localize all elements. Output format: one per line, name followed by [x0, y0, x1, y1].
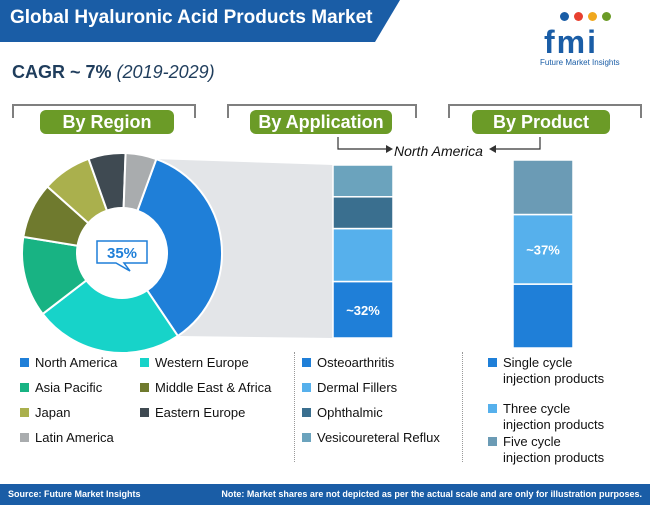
- legend-item-five-cycle: Five cycle injection products: [488, 434, 604, 466]
- logo-dot-icon: [560, 12, 569, 21]
- legend-item-north-america: North America: [20, 355, 117, 370]
- app-bar-data-label: ~32%: [346, 303, 380, 318]
- chart-canvas: 35% ~32% ~37%: [21, 152, 574, 354]
- legend-label: Five cycle: [503, 434, 561, 449]
- legend-item-ophthalmic: Ophthalmic: [302, 405, 383, 420]
- legend-label: Japan: [35, 405, 71, 420]
- legend-swatch: [488, 437, 497, 446]
- legend-label: Eastern Europe: [155, 405, 246, 420]
- logo-text: fmi: [544, 24, 598, 60]
- logo-dot-icon: [574, 12, 583, 21]
- app-bar-segment-dermal-fillers: [332, 227, 394, 283]
- section-tab-application: By Application: [250, 110, 392, 134]
- legend-swatch: [488, 358, 497, 367]
- center-label-box: [96, 240, 148, 272]
- section-bracket: [227, 104, 417, 118]
- legend-swatch: [140, 383, 149, 392]
- legend-item-three-cycle: Three cycle injection products: [488, 401, 604, 433]
- legend-item-asia-pacific: Asia Pacific: [20, 380, 102, 395]
- north-america-arrows: [337, 137, 541, 153]
- donut-slice-western-europe: [41, 279, 180, 354]
- legend-swatch: [20, 358, 29, 367]
- legend-swatch: [488, 404, 497, 413]
- legend-item-japan: Japan: [20, 405, 70, 420]
- legend-label: injection products: [503, 371, 605, 386]
- title-band: [0, 0, 400, 42]
- product-bar-segment-three-cycle-injection-products: [512, 213, 574, 285]
- section-tab-region: By Region: [40, 110, 174, 134]
- legend-swatch: [20, 383, 29, 392]
- product-bar-segment-five-cycle-injection-products: [512, 159, 574, 216]
- legend-swatch: [140, 358, 149, 367]
- legend-swatch: [302, 383, 311, 392]
- legend-label: North America: [35, 355, 118, 370]
- legend-label: Vesicoureteral Reflux: [317, 430, 440, 445]
- logo-dot-icon: [588, 12, 597, 21]
- footer-bar: Source: Future Market Insights Note: Mar…: [0, 484, 650, 505]
- legend-swatch: [20, 408, 29, 417]
- source-note: Source: Future Market Insights: [8, 489, 141, 499]
- app-bar-segment-osteoarthritis: [332, 280, 394, 339]
- cagr-label: CAGR ~ 7% (2019-2029): [12, 62, 215, 83]
- legend-swatch: [20, 433, 29, 442]
- logo-dot-icon: [602, 12, 611, 21]
- legend-swatch: [140, 408, 149, 417]
- legend-label: Latin America: [35, 430, 114, 445]
- legend-divider: [462, 352, 463, 462]
- donut-slice-latin-america: [122, 152, 158, 213]
- legend-label: Three cycle: [503, 401, 571, 416]
- legend-label: Osteoarthritis: [317, 355, 395, 370]
- product-bar-data-label: ~37%: [526, 242, 560, 257]
- legend-item-latin-america: Latin America: [20, 430, 114, 445]
- cagr-period: (2019-2029): [116, 62, 215, 82]
- legend-label: Single cycle: [503, 355, 573, 370]
- legend-item-western-europe: Western Europe: [140, 355, 249, 370]
- legend-label: Middle East & Africa: [155, 380, 272, 395]
- donut-slice-north-america: [136, 157, 223, 338]
- legend-swatch: [302, 433, 311, 442]
- legend-label: injection products: [503, 450, 605, 465]
- legend-item-osteoarthritis: Osteoarthritis: [302, 355, 394, 370]
- section-bracket: [448, 104, 642, 118]
- page-title: Global Hyaluronic Acid Products Market: [10, 7, 373, 28]
- legend-label: Western Europe: [155, 355, 249, 370]
- donut-center-label: 35%: [107, 245, 137, 262]
- legend-label: injection products: [503, 417, 605, 432]
- legend-item-vesicoureteral-reflux: Vesicoureteral Reflux: [302, 430, 440, 445]
- legend-item-single-cycle: Single cycle injection products: [488, 355, 604, 387]
- product-bar-segment-single-cycle-injection-products: [512, 283, 574, 349]
- cagr-value: CAGR ~ 7%: [12, 62, 112, 82]
- legend-label: Ophthalmic: [317, 405, 383, 420]
- legend-item-eastern-europe: Eastern Europe: [140, 405, 245, 420]
- section-tab-product: By Product: [472, 110, 610, 134]
- disclaimer-note: Note: Market shares are not depicted as …: [221, 489, 642, 499]
- legend-divider: [294, 352, 295, 462]
- legend-swatch: [302, 408, 311, 417]
- legend-item-dermal-fillers: Dermal Fillers: [302, 380, 397, 395]
- north-america-label: North America: [394, 143, 483, 159]
- app-bar-segment-ophthalmic: [332, 196, 394, 230]
- legend-label: Dermal Fillers: [317, 380, 398, 395]
- legend-item-middle-east-africa: Middle East & Africa: [140, 380, 271, 395]
- section-bracket: [12, 104, 196, 118]
- fmi-logo: fmi Future Market Insights: [540, 10, 640, 68]
- legend-label: Asia Pacific: [35, 380, 103, 395]
- app-bar-segment-vesicoureteral-reflux: [332, 164, 394, 198]
- logo-subtitle: Future Market Insights: [540, 58, 620, 67]
- legend-swatch: [302, 358, 311, 367]
